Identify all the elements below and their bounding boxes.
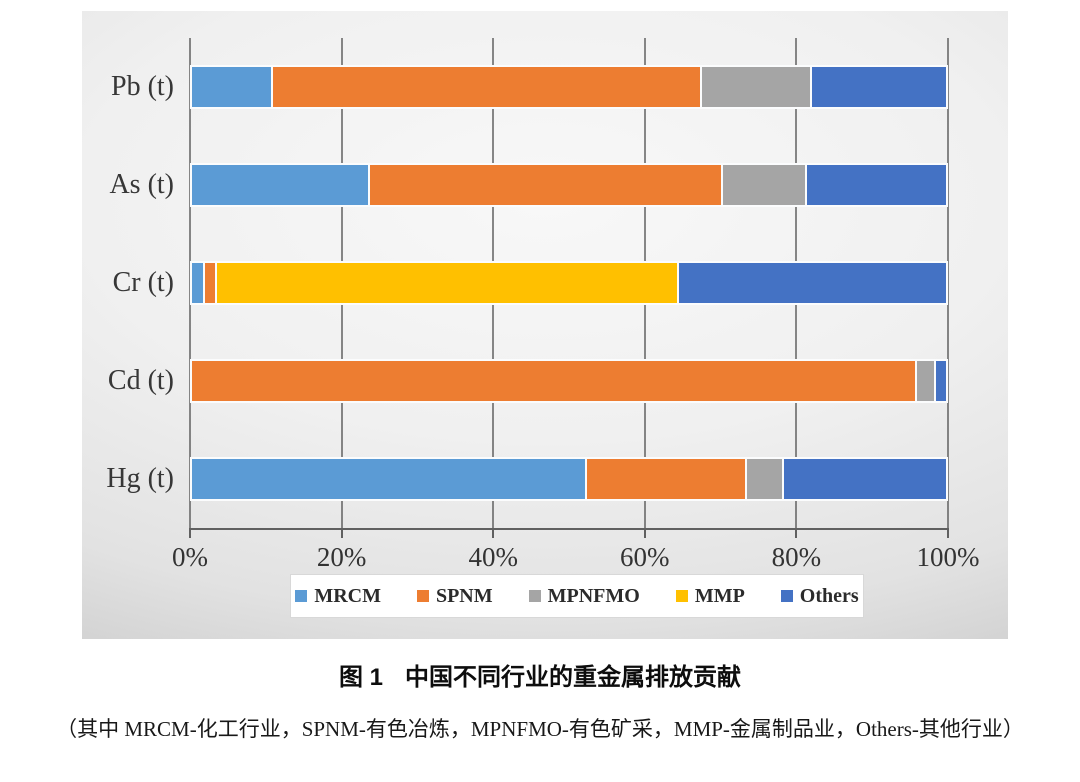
figure-caption: 图 1 中国不同行业的重金属排放贡献 bbox=[0, 657, 1080, 692]
legend-swatch-icon bbox=[675, 590, 688, 602]
axis-tick bbox=[643, 528, 646, 538]
legend-label: MPNFMO bbox=[547, 584, 640, 607]
figure-caption-title: 中国不同行业的重金属排放贡献 bbox=[405, 664, 741, 691]
bar-segment-mrcm bbox=[192, 459, 586, 499]
bar-segment-mrcm bbox=[192, 263, 204, 303]
axis-tick bbox=[189, 528, 191, 538]
figure-caption-label: 图 1 bbox=[338, 664, 383, 691]
x-tick-label: 0% bbox=[172, 542, 208, 572]
bar-segment-others bbox=[810, 67, 946, 107]
legend-item-others: Others bbox=[780, 584, 859, 608]
x-tick-label: 20% bbox=[316, 542, 367, 572]
legend-item-spnm: SPNM bbox=[416, 584, 493, 608]
x-axis-line bbox=[189, 528, 949, 530]
legend-swatch-icon bbox=[780, 590, 793, 602]
bar-segment-others bbox=[676, 263, 946, 303]
bar-segment-spnm bbox=[203, 263, 215, 303]
bar-as bbox=[190, 163, 948, 207]
bar-cr bbox=[190, 261, 948, 305]
axis-tick bbox=[340, 528, 343, 538]
gridline bbox=[947, 38, 949, 528]
bar-segment-mpnfmo bbox=[700, 67, 811, 107]
axis-tick bbox=[492, 528, 495, 538]
legend-item-mpnfmo: MPNFMO bbox=[528, 584, 640, 608]
axis-tick bbox=[947, 528, 949, 538]
plot-area bbox=[189, 38, 949, 528]
x-tick-label: 40% bbox=[468, 542, 518, 572]
legend-item-mmp: MMP bbox=[675, 584, 745, 608]
bar-segment-mrcm bbox=[192, 165, 368, 205]
category-label: Cd (t) bbox=[107, 365, 174, 396]
x-tick-label: 60% bbox=[620, 542, 670, 572]
legend: MRCM SPNM MPNFMO MMP Others bbox=[290, 574, 864, 618]
x-tick-label: 100% bbox=[916, 542, 980, 572]
legend-label: Others bbox=[799, 584, 859, 607]
legend-label: SPNM bbox=[435, 584, 493, 607]
bar-pb bbox=[190, 65, 948, 109]
bar-segment-mpnfmo bbox=[915, 361, 934, 401]
bar-cd bbox=[190, 359, 948, 403]
bar-segment-mrcm bbox=[192, 67, 272, 107]
legend-swatch-icon bbox=[295, 590, 308, 602]
bar-segment-spnm bbox=[585, 459, 745, 499]
figure-subcaption: （其中 MRCM-化工行业，SPNM-有色冶炼，MPNFMO-有色矿采，MMP-… bbox=[56, 717, 1024, 741]
chart-panel: MRCM SPNM MPNFMO MMP Others 0% 20% 40% 60% 80% 10… bbox=[82, 11, 1008, 639]
bar-segment-spnm bbox=[367, 165, 721, 205]
bar-segment-spnm bbox=[271, 67, 701, 107]
bar-segment-others bbox=[933, 361, 946, 401]
bar-hg bbox=[190, 457, 948, 501]
x-tick-label: 80% bbox=[771, 542, 822, 572]
legend-label: MMP bbox=[694, 584, 745, 607]
category-label: As (t) bbox=[109, 169, 174, 200]
bar-segment-mpnfmo bbox=[720, 165, 805, 205]
bar-segment-others bbox=[781, 459, 946, 499]
category-label: Hg (t) bbox=[106, 463, 174, 494]
category-label: Cr (t) bbox=[112, 267, 174, 298]
legend-item-mrcm: MRCM bbox=[295, 585, 381, 608]
legend-swatch-icon bbox=[416, 590, 429, 602]
category-label: Pb (t) bbox=[111, 71, 174, 102]
bar-segment-mpnfmo bbox=[744, 459, 782, 499]
bar-segment-mmp bbox=[214, 263, 677, 303]
legend-swatch-icon bbox=[528, 590, 541, 602]
axis-tick bbox=[795, 528, 798, 538]
legend-label: MRCM bbox=[314, 584, 381, 607]
bar-segment-others bbox=[804, 165, 946, 205]
bar-segment-spnm bbox=[192, 361, 915, 401]
